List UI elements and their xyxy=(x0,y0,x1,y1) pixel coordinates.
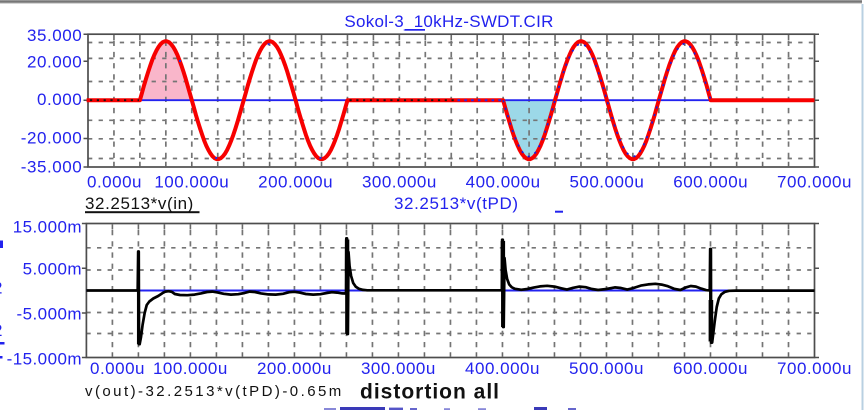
svg-text:600.000u: 600.000u xyxy=(673,172,748,191)
svg-text:700.000u: 700.000u xyxy=(777,359,852,378)
svg-text:500.000u: 500.000u xyxy=(569,172,644,191)
svg-text:2: 2 xyxy=(0,321,2,340)
svg-text:5.000m: 5.000m xyxy=(23,260,82,279)
svg-text:700.000u: 700.000u xyxy=(777,172,852,191)
svg-text:300.000u: 300.000u xyxy=(361,359,436,378)
svg-text:200.000u: 200.000u xyxy=(258,172,333,191)
svg-text:600.000u: 600.000u xyxy=(673,359,748,378)
svg-text:Sokol-3_10kHz-SWDT.CIR: Sokol-3_10kHz-SWDT.CIR xyxy=(344,12,553,31)
svg-text:-5.000m: -5.000m xyxy=(16,304,82,323)
svg-text:100.000u: 100.000u xyxy=(154,172,229,191)
svg-text:2: 2 xyxy=(0,278,2,297)
svg-text:v(out)-32.2513*v(tPD)-0.65m: v(out)-32.2513*v(tPD)-0.65m xyxy=(85,383,344,400)
svg-text:400.000u: 400.000u xyxy=(466,172,541,191)
svg-text:0.000: 0.000 xyxy=(37,90,82,109)
svg-text:20.000: 20.000 xyxy=(27,53,82,72)
svg-text:0.000u: 0.000u xyxy=(90,359,145,378)
svg-text:32.2513*v(tPD): 32.2513*v(tPD) xyxy=(394,194,519,213)
svg-text:-35.000: -35.000 xyxy=(21,158,83,177)
svg-text:100.000u: 100.000u xyxy=(153,359,228,378)
svg-text:200.000u: 200.000u xyxy=(257,359,332,378)
svg-text:300.000u: 300.000u xyxy=(362,172,437,191)
svg-text:15.000m: 15.000m xyxy=(13,217,82,236)
svg-text:32.2513*v(in): 32.2513*v(in) xyxy=(85,194,194,213)
svg-text:35.000: 35.000 xyxy=(27,26,82,45)
svg-text:distortion all: distortion all xyxy=(360,380,500,403)
svg-text:500.000u: 500.000u xyxy=(569,359,644,378)
svg-text:400.000u: 400.000u xyxy=(465,359,540,378)
svg-text:0.000u: 0.000u xyxy=(87,172,142,191)
svg-text:-20.000: -20.000 xyxy=(21,128,83,147)
svg-text:-15.000m: -15.000m xyxy=(7,350,82,369)
